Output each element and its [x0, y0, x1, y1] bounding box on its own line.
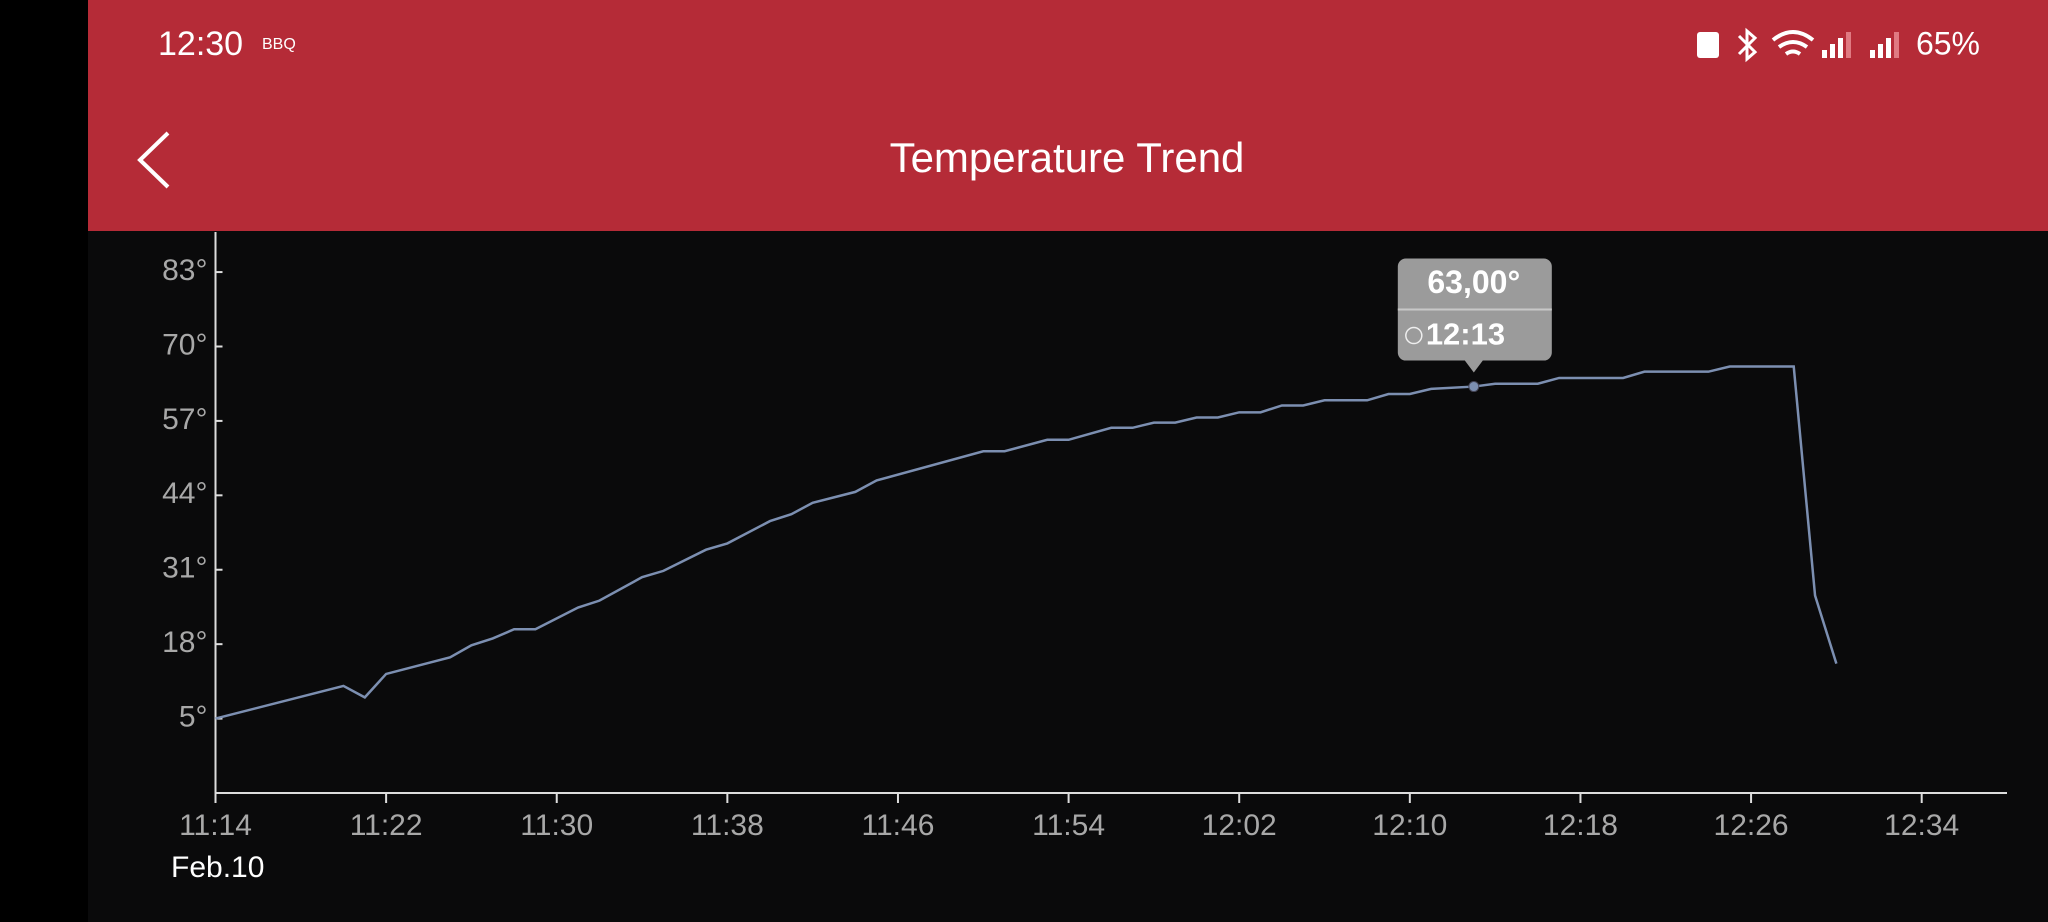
status-time: 12:30: [158, 25, 243, 63]
x-tick-label: 12:10: [1372, 809, 1447, 842]
y-tick-label: 44°: [162, 477, 207, 510]
y-tick-label: 5°: [179, 701, 208, 734]
bt-icon: [1737, 27, 1758, 63]
y-tick-label: 18°: [162, 626, 207, 659]
signal: [1822, 50, 1827, 58]
y-tick-label: 57°: [162, 403, 207, 436]
x-tick-label: 11:46: [862, 809, 935, 842]
signal: [1846, 32, 1851, 58]
signal: [1838, 38, 1843, 58]
tooltip-value: 63,00°: [1427, 264, 1520, 300]
page-title: Temperature Trend: [890, 134, 1245, 181]
tooltip-time: 12:13: [1426, 317, 1505, 352]
wifi-icon: [1771, 30, 1815, 56]
temperature-line: [215, 365, 1838, 720]
tooltip-pointer: [1464, 360, 1483, 373]
tooltip: 63,00° 12:13: [1397, 258, 1552, 373]
battery: 65%: [1916, 25, 1980, 61]
y-tick-label: 83°: [162, 254, 207, 287]
nfc-icon: [1697, 32, 1719, 58]
x-tick-label: 11:14: [179, 809, 252, 842]
y-tick-label: 70°: [162, 328, 207, 361]
x-tick-label: 11:38: [691, 809, 764, 842]
status-app: BBQ: [262, 36, 296, 53]
signal: [1830, 44, 1835, 58]
x-tick-label: 12:34: [1884, 809, 1959, 842]
x-tick-label: 11:54: [1032, 809, 1105, 842]
clock-icon: [1405, 326, 1423, 345]
app-bar: [88, 0, 2048, 231]
date-label: Feb.10: [171, 851, 264, 884]
x-tick-label: 12:18: [1543, 809, 1618, 842]
back-button[interactable]: [137, 131, 170, 189]
x-tick-label: 11:22: [350, 809, 423, 842]
chart: 5° 18° 31° 44° 57° 70° 83° 11:14 11:22 11:30 11:38…: [162, 232, 2007, 842]
x-tick-label: 12:26: [1714, 809, 1789, 842]
x-tick-label: 12:02: [1202, 809, 1277, 842]
signal: [1886, 38, 1891, 58]
signal: [1870, 50, 1875, 58]
y-tick-label: 31°: [162, 552, 207, 585]
x-tick-label: 11:30: [520, 809, 593, 842]
signal: [1894, 32, 1899, 58]
selected-point: [1468, 381, 1480, 393]
status-icons: [1697, 27, 1899, 63]
signal: [1878, 44, 1883, 58]
